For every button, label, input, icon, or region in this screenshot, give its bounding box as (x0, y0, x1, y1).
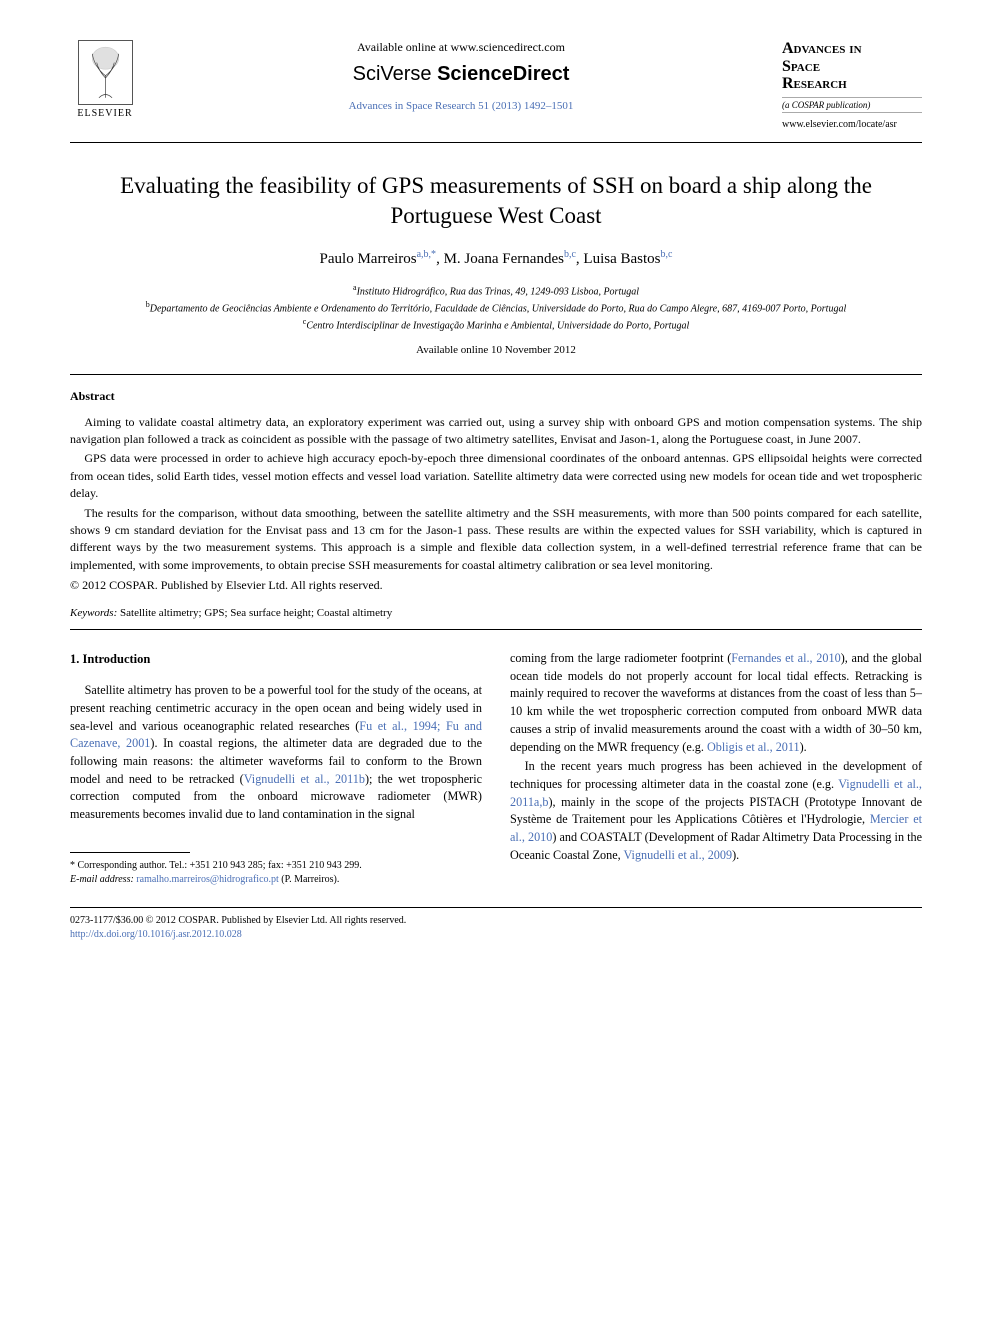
abstract-p3: The results for the comparison, without … (70, 505, 922, 575)
elsevier-tree-icon (78, 40, 133, 105)
intro-heading: 1. Introduction (70, 650, 482, 668)
keywords-line: Keywords: Satellite altimetry; GPS; Sea … (70, 607, 922, 619)
corr-email-line: E-mail address: ramalho.marreiros@hidrog… (70, 873, 482, 887)
footnote-rule (70, 852, 190, 853)
cite-vignudelli-2011b[interactable]: Vignudelli et al., 2011b (244, 772, 365, 786)
header-rule (70, 142, 922, 143)
abstract-bottom-rule (70, 629, 922, 630)
keywords-text: Satellite altimetry; GPS; Sea surface he… (117, 607, 392, 619)
intro-p1-right: coming from the large radiometer footpri… (510, 650, 922, 756)
author-2: M. Joana Fernandes (444, 251, 564, 267)
body-columns: 1. Introduction Satellite altimetry has … (70, 650, 922, 887)
bottom-rule (70, 907, 922, 908)
sciverse-main: ScienceDirect (437, 63, 569, 85)
intro-p1d: coming from the large radiometer footpri… (510, 651, 731, 665)
aff-b: Departamento de Geociências Ambiente e O… (150, 303, 846, 314)
sciverse-logo: SciVerse ScienceDirect (160, 63, 762, 86)
cite-vignudelli-2009[interactable]: Vignudelli et al., 2009 (623, 848, 732, 862)
intro-p2b: ), mainly in the scope of the projects P… (510, 795, 922, 827)
publication-date: Available online 10 November 2012 (70, 344, 922, 356)
author-1: Paulo Marreiros (320, 251, 417, 267)
jt1: Advances in (782, 40, 862, 57)
abstract-heading: Abstract (70, 389, 922, 404)
email-label: E-mail address: (70, 874, 134, 885)
column-left: 1. Introduction Satellite altimetry has … (70, 650, 482, 887)
author-1-aff: a,b,* (417, 249, 436, 260)
header-center: Available online at www.sciencedirect.co… (140, 40, 782, 112)
journal-url: www.elsevier.com/locate/asr (782, 119, 922, 130)
corr-email[interactable]: ramalho.marreiros@hidrografico.pt (136, 874, 279, 885)
intro-p1-left: Satellite altimetry has proven to be a p… (70, 682, 482, 824)
cospar-tagline: (a COSPAR publication) (782, 97, 922, 113)
doi-link[interactable]: http://dx.doi.org/10.1016/j.asr.2012.10.… (70, 928, 922, 942)
journal-reference[interactable]: Advances in Space Research 51 (2013) 149… (160, 100, 762, 112)
intro-p1f: ). (800, 740, 807, 754)
elsevier-label: ELSEVIER (77, 108, 132, 119)
author-3: Luisa Bastos (583, 251, 660, 267)
intro-p2d: ). (732, 848, 739, 862)
abstract-copyright: © 2012 COSPAR. Published by Elsevier Ltd… (70, 578, 922, 593)
intro-p2: In the recent years much progress has be… (510, 758, 922, 864)
journal-title: Advances in Space Research (782, 40, 922, 93)
aff-c: Centro Interdisciplinar de Investigação … (306, 321, 689, 332)
corr-author-line: * Corresponding author. Tel.: +351 210 9… (70, 859, 482, 873)
journal-branding: Advances in Space Research (a COSPAR pub… (782, 40, 922, 130)
available-online-text: Available online at www.sciencedirect.co… (160, 40, 762, 55)
column-right: coming from the large radiometer footpri… (510, 650, 922, 887)
cite-obligis[interactable]: Obligis et al., 2011 (707, 740, 800, 754)
keywords-label: Keywords: (70, 607, 117, 619)
abstract-p2: GPS data were processed in order to achi… (70, 450, 922, 502)
abstract-p1: Aiming to validate coastal altimetry dat… (70, 414, 922, 449)
affiliations: aInstituto Hidrográfico, Rua das Trinas,… (70, 282, 922, 334)
elsevier-logo: ELSEVIER (70, 40, 140, 119)
author-list: Paulo Marreirosa,b,*, M. Joana Fernandes… (70, 249, 922, 268)
abstract-body: Aiming to validate coastal altimetry dat… (70, 414, 922, 594)
aff-a: Instituto Hidrográfico, Rua das Trinas, … (357, 286, 639, 297)
issn-copyright: 0273-1177/$36.00 © 2012 COSPAR. Publishe… (70, 914, 922, 928)
intro-p1e: ), and the global ocean tide models do n… (510, 651, 922, 753)
sciverse-prefix: SciVerse (353, 63, 437, 85)
corresponding-author-footnote: * Corresponding author. Tel.: +351 210 9… (70, 859, 482, 887)
author-3-aff: b,c (661, 249, 673, 260)
author-2-aff: b,c (564, 249, 576, 260)
article-title: Evaluating the feasibility of GPS measur… (70, 171, 922, 231)
abstract-top-rule (70, 374, 922, 375)
jt3: Research (782, 75, 847, 92)
cite-fernandes[interactable]: Fernandes et al., 2010 (731, 651, 840, 665)
bottom-info: 0273-1177/$36.00 © 2012 COSPAR. Publishe… (70, 914, 922, 942)
jt2: Space (782, 58, 820, 75)
email-suffix: (P. Marreiros). (279, 874, 340, 885)
journal-header: ELSEVIER Available online at www.science… (70, 40, 922, 130)
